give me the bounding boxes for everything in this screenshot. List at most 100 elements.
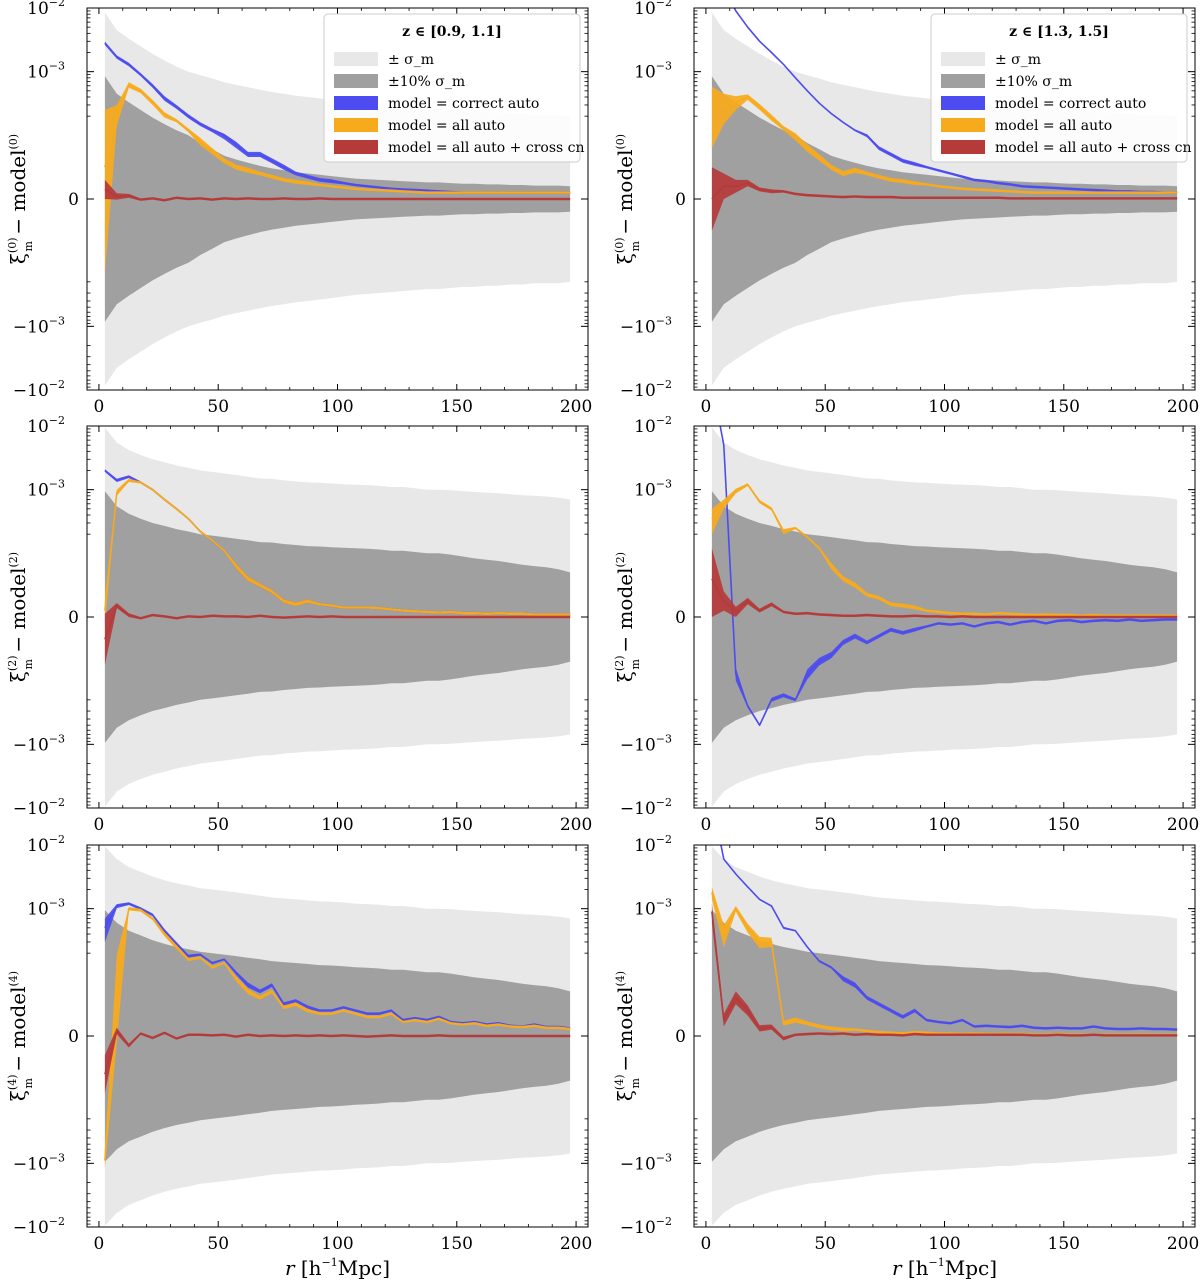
panel-z-high-ell2-series-model-all-auto-cross-cn-line — [711, 578, 1178, 618]
panel-z-low-ell0-ytick-label: −10−3 — [13, 314, 65, 337]
panel-z-low-ell0-ytick-exp: −2 — [49, 378, 65, 391]
panel-z-high-ell4-xlabel-part: r — [892, 1256, 903, 1280]
panel-z-low-ell2-ylabel: ξ(2) m − model(2) — [6, 552, 35, 682]
panel-z-high-ell0-legend-box — [930, 13, 1188, 163]
panel-z-high-ell4-ylabel: ξ(4) m − model(4) — [613, 971, 642, 1101]
panel-z-high-ell2-ytick-exp: −2 — [656, 414, 672, 427]
panel-z-high-ell0-series-model-all-auto-line — [711, 96, 1178, 194]
panel-z-low-ell2-ylabel-part: (2) — [7, 552, 20, 568]
panel-z-low-ell0-ytick-label: 0 — [68, 190, 79, 210]
panel-z-low-ell4-xtick-label: 50 — [207, 1234, 229, 1254]
panel-z-low-ell4-ytick-exp: −3 — [49, 1151, 65, 1164]
panel-z-high-ell0-legend-label: model = all auto + cross cn — [995, 140, 1192, 156]
panel-z-high-ell0-ytick-label: 10−3 — [634, 60, 672, 83]
panel-z-low-ell0-legend-swatch — [334, 118, 378, 132]
panel-z-high-ell4-ytick-exp: −2 — [656, 1215, 672, 1228]
panel-z-high-ell0-ylabel-part: (0) — [613, 237, 626, 253]
panel-z-low-ell4-ytick-base: −10 — [13, 1154, 49, 1174]
panel-z-low-ell2-ytick-base: 10 — [27, 417, 49, 437]
panel-z-low-ell0-ylabel-part: (0) — [7, 134, 20, 150]
panel-z-high-ell0-ytick-exp: −3 — [656, 60, 672, 73]
panel-z-high-ell0-ylabel: ξ(0) m − model(0) — [613, 134, 642, 264]
panel-z-high-ell4-xtick-label: 100 — [928, 1234, 960, 1254]
panel-z-high-ell2-ytick-base: 0 — [675, 608, 686, 628]
panel-z-high-ell4-xlabel-part: −1 — [929, 1256, 945, 1269]
panel-z-high-ell4-xtick-label: 200 — [1167, 1234, 1199, 1254]
panel-z-low-ell4-xlabel-part: r — [285, 1256, 296, 1280]
panel-z-low-ell0-xtick-label: 150 — [441, 397, 473, 417]
panel-z-high-ell4-ytick-base: 10 — [634, 900, 656, 920]
panel-z-high-ell4-xlabel: r [h−1Mpc] — [892, 1256, 997, 1280]
panel-z-high-ell0-xtick-label: 150 — [1048, 397, 1080, 417]
panel-z-high-ell0-ylabel-part: m — [629, 240, 642, 251]
panel-z-high-ell0-ylabel-part: ξ — [613, 253, 637, 264]
panel-z-high-ell4-ytick-label: 10−2 — [634, 833, 672, 856]
panel-z-high-ell0-ytick-exp: −2 — [656, 378, 672, 391]
panel-z-high-ell0-legend-label: model = correct auto — [995, 96, 1146, 112]
panel-z-low-ell4-ytick-base: 0 — [68, 1027, 79, 1047]
panel-z-high-ell2-xtick-label: 100 — [928, 815, 960, 835]
panel-z-low-ell2-ytick-exp: −2 — [49, 796, 65, 809]
panel-z-high-ell0-legend-title: z ∈ [1.3, 1.5] — [1009, 24, 1109, 40]
panel-z-high-ell2-ytick-label: −10−2 — [620, 796, 672, 819]
panel-z-high-ell0-ylabel-part: (0) — [614, 134, 627, 150]
panel-z-high-ell0-ytick-base: 0 — [675, 190, 686, 210]
panel-z-low-ell0-ytick-exp: −3 — [49, 60, 65, 73]
panel-z-low-ell0-legend-swatch — [334, 52, 378, 66]
panel-z-high-ell2-xtick-label: 150 — [1048, 815, 1080, 835]
panel-z-high-ell0-legend-label: ± σ_m — [995, 52, 1041, 68]
panel-z-high-ell4-ytick-label: −10−2 — [620, 1215, 672, 1238]
panel-z-high-ell0-ylabel-part: − model — [613, 150, 637, 242]
panel-z-low-ell4-plot-area — [104, 846, 571, 1226]
panel-z-low-ell4-ytick-label: 10−2 — [27, 833, 65, 856]
panel-z-low-ell2-ylabel-part: − model — [6, 568, 30, 660]
panel-z-low-ell4-ylabel-part: (4) — [6, 1074, 19, 1090]
panel-z-high-ell0-ytick-base: 10 — [634, 63, 656, 83]
panel-z-low-ell2-ylabel-part: m — [22, 658, 35, 669]
panel-z-low-ell2-ytick-exp: −2 — [49, 414, 65, 427]
panel-z-low-ell4-ytick-exp: −2 — [49, 833, 65, 846]
panel-z-low-ell0-xtick-label: 0 — [94, 397, 105, 417]
panel-z-low-ell0-ylabel-part: m — [22, 240, 35, 251]
panel-z-low-ell0-ytick-base: −10 — [13, 381, 49, 401]
panel-z-high-ell0-legend-swatch — [941, 74, 985, 88]
panel-z-low-ell0-series-model-all-auto-line — [104, 84, 571, 194]
panel-z-high-ell0-ytick-label: −10−3 — [620, 314, 672, 337]
panel-z-low-ell2-ylabel-part: (2) — [6, 655, 19, 671]
panel-z-low-ell4-xtick-label: 200 — [560, 1234, 592, 1254]
panel-z-high-ell2-ylabel-part: m — [629, 658, 642, 669]
panel-z-high-ell0-ytick-label: 0 — [675, 190, 686, 210]
panel-z-low-ell4-xlabel: r [h−1Mpc] — [285, 1256, 390, 1280]
panel-z-low-ell0-xtick-label: 100 — [321, 397, 353, 417]
panel-z-high-ell2-series-model-all-auto-cross-cn-band — [711, 548, 1178, 619]
panel-z-high-ell4-ytick-base: −10 — [620, 1218, 656, 1238]
panel-z-high-ell4-ytick-label: −10−3 — [620, 1151, 672, 1174]
panel-z-low-ell0-ytick-exp: −2 — [49, 0, 65, 9]
panel-z-high-ell2-ylabel: ξ(2) m − model(2) — [613, 552, 642, 682]
panel-z-high-ell4-series-model-all-auto-cross-cn-line — [711, 911, 1178, 1040]
panel-z-low-ell4-ytick-base: 10 — [27, 900, 49, 920]
panel-z-low-ell0-legend-swatch — [334, 74, 378, 88]
panel-z-low-ell0-ylabel-part: ξ — [6, 253, 30, 264]
panel-z-low-ell4-ytick-exp: −3 — [49, 897, 65, 910]
panel-z-low-ell0-ylabel-part: − model — [6, 150, 30, 242]
panel-z-low-ell0-xtick-label: 200 — [560, 397, 592, 417]
panel-z-high-ell4-ytick-exp: −3 — [656, 1151, 672, 1164]
panel-z-high-ell4-ytick-base: −10 — [620, 1154, 656, 1174]
panel-z-high-ell0-legend-swatch — [941, 52, 985, 66]
panel-z-high-ell0-ytick-exp: −3 — [656, 314, 672, 327]
panel-z-high-ell4-xtick-label: 150 — [1048, 1234, 1080, 1254]
panel-z-low-ell2-ylabel-part: ξ — [6, 671, 30, 682]
panel-z-low-ell4-ytick-base: 10 — [27, 836, 49, 856]
panel-z-low-ell0-legend-label: model = correct auto — [388, 96, 539, 112]
panel-z-low-ell0-legend-label: ± σ_m — [388, 52, 434, 68]
panel-z-high-ell0-xtick-label: 100 — [928, 397, 960, 417]
panel-z-low-ell0-legend-title: z ∈ [0.9, 1.1] — [402, 24, 502, 40]
panel-z-low-ell2-xtick-label: 150 — [441, 815, 473, 835]
